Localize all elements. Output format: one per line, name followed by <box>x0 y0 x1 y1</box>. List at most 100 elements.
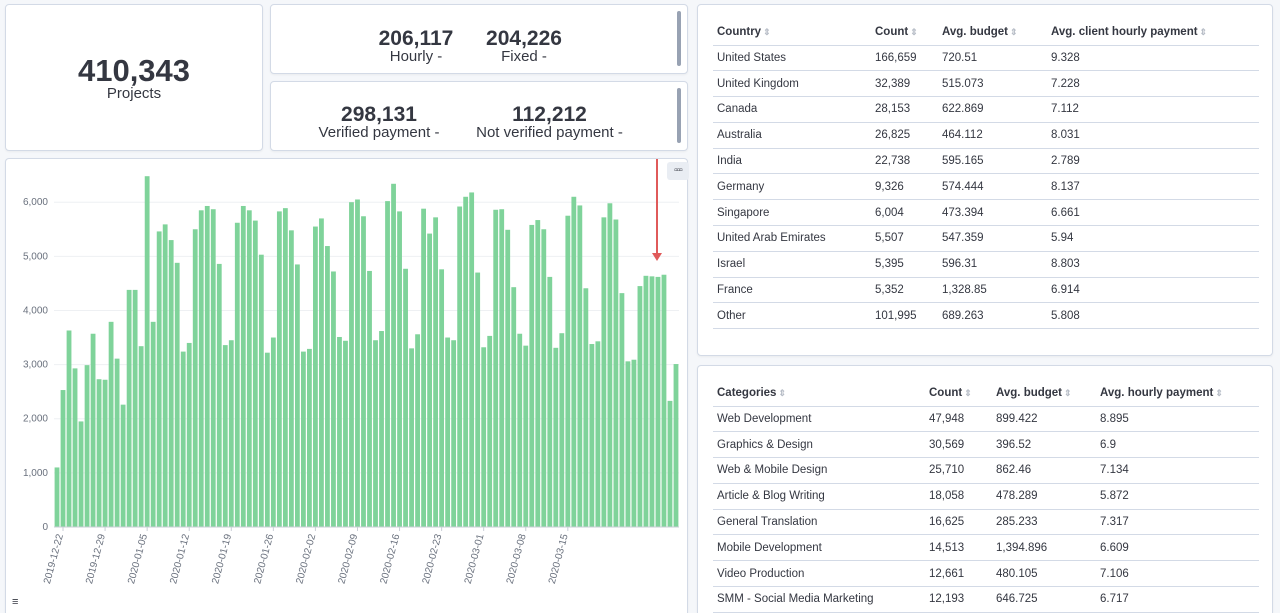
bar <box>421 208 426 527</box>
bar <box>216 263 222 527</box>
table-cell: 6,004 <box>871 199 938 227</box>
bar <box>619 293 625 527</box>
not-verified-count: 112,212 <box>512 103 587 126</box>
bar <box>300 351 306 527</box>
fixed-count: 204,226 <box>486 27 562 50</box>
table-cell: 7.106 <box>1096 560 1259 588</box>
table-row: United Arab Emirates 5,507 547.359 5.94 <box>713 225 1259 252</box>
table-cell: France <box>713 277 871 304</box>
column-header[interactable]: Country ⇕ <box>713 20 871 46</box>
country-table-panel: Country ⇕ Count ⇕ Avg. budget ⇕ Avg. client ho… <box>697 4 1273 356</box>
hourly-fixed-panel: 206,117 Hourly - 204,226 Fixed - <box>270 4 688 74</box>
x-tick-label: 2020-02-09 <box>337 533 361 586</box>
bar <box>270 337 276 527</box>
bar <box>577 205 583 527</box>
bar <box>204 205 210 527</box>
column-header[interactable]: Avg. budget ⇕ <box>938 20 1047 46</box>
verified-label: Verified payment - <box>318 124 440 141</box>
sort-icon[interactable]: ⇕ <box>1215 388 1223 399</box>
ellipsis-icon: ▫▫▫ <box>674 165 683 176</box>
bar <box>168 240 174 527</box>
bar <box>541 229 547 527</box>
metric-scrollbar[interactable] <box>677 88 681 143</box>
bar <box>96 379 102 527</box>
sort-icon[interactable]: ⇕ <box>910 27 918 38</box>
table-cell: Singapore <box>713 199 871 227</box>
payment-verification-panel: 298,131 Verified payment - 112,212 Not v… <box>270 81 688 151</box>
table-cell: 26,825 <box>871 122 938 149</box>
column-header[interactable]: Count ⇕ <box>925 381 992 407</box>
not-verified-label: Not verified payment - <box>476 124 623 141</box>
bar <box>258 254 264 527</box>
table-cell: Video Production <box>713 560 925 588</box>
bar <box>126 289 132 527</box>
table-cell: 22,738 <box>871 148 938 175</box>
bar <box>625 361 631 527</box>
bar <box>222 345 228 527</box>
bar <box>433 217 439 527</box>
table-cell: Other <box>713 302 871 330</box>
bar <box>276 211 282 527</box>
bar <box>589 344 595 527</box>
sort-icon[interactable]: ⇕ <box>763 27 771 38</box>
sort-icon[interactable]: ⇕ <box>778 388 786 399</box>
table-cell: 6.609 <box>1096 534 1259 562</box>
verified-metric: 298,131 Verified payment - <box>309 104 449 141</box>
bar <box>282 208 288 527</box>
table-cell: SMM - Social Media Marketing <box>713 586 925 613</box>
table-cell: 5.94 <box>1047 225 1259 252</box>
column-header[interactable]: Count ⇕ <box>871 20 938 46</box>
bar <box>529 224 535 527</box>
table-row: Article & Blog Writing 18,058 478.289 5.872 <box>713 483 1259 510</box>
table-cell: 166,659 <box>871 45 938 72</box>
table-cell: Germany <box>713 173 871 201</box>
column-header[interactable]: Avg. client hourly payment ⇕ <box>1047 20 1259 46</box>
bar <box>385 201 390 527</box>
table-cell: Graphics & Design <box>713 431 925 459</box>
table-cell: 28,153 <box>871 96 938 123</box>
legend-toggle-button[interactable]: ≡ <box>12 596 18 608</box>
bar <box>294 264 300 527</box>
bar <box>415 334 420 527</box>
column-header-label: Avg. client hourly payment <box>1051 26 1198 39</box>
projects-histogram: 0 1,000 2,000 3,000 4,000 5,000 6,000 2019-12-2… <box>23 159 679 586</box>
sort-icon[interactable]: ⇕ <box>1064 388 1072 399</box>
table-cell: 6.9 <box>1096 431 1259 459</box>
sort-icon[interactable]: ⇕ <box>1010 27 1018 38</box>
table-cell: Article & Blog Writing <box>713 483 925 510</box>
table-cell: India <box>713 148 871 175</box>
bar <box>451 340 457 527</box>
bar <box>469 192 475 527</box>
table-cell: 7.112 <box>1047 96 1259 123</box>
x-tick-label: 2020-02-02 <box>294 533 318 586</box>
table-cell: 285.233 <box>992 509 1096 536</box>
table-row: Video Production 12,661 480.105 7.106 <box>713 560 1259 588</box>
bar <box>367 270 372 527</box>
metric-scrollbar[interactable] <box>677 11 681 66</box>
bar <box>439 269 445 527</box>
bar <box>379 331 384 527</box>
bar <box>481 347 487 527</box>
table-cell: 574.444 <box>938 173 1047 201</box>
bar <box>331 271 336 527</box>
sort-icon[interactable]: ⇕ <box>1199 27 1208 38</box>
column-header[interactable]: Categories ⇕ <box>713 381 925 407</box>
x-tick-label: 2020-02-16 <box>379 533 403 586</box>
bar <box>547 276 553 527</box>
bar <box>643 275 649 527</box>
panel-options-button[interactable]: ▫▫▫ <box>667 162 689 180</box>
column-header[interactable]: Avg. hourly payment ⇕ <box>1096 381 1259 407</box>
bar <box>78 421 84 527</box>
bar <box>355 199 360 527</box>
sort-icon[interactable]: ⇕ <box>964 388 972 399</box>
table-cell: 7.228 <box>1047 70 1259 98</box>
table-row: Graphics & Design 30,569 396.52 6.9 <box>713 431 1259 459</box>
bar <box>649 276 655 527</box>
table-cell: 596.31 <box>938 251 1047 278</box>
table-row: United States 166,659 720.51 9.328 <box>713 45 1259 72</box>
x-tick-label: 2020-03-08 <box>505 533 529 586</box>
projects-metric: 410,343 Projects <box>6 55 262 102</box>
bar <box>132 289 138 527</box>
column-header[interactable]: Avg. budget ⇕ <box>992 381 1096 407</box>
bar <box>319 218 324 527</box>
